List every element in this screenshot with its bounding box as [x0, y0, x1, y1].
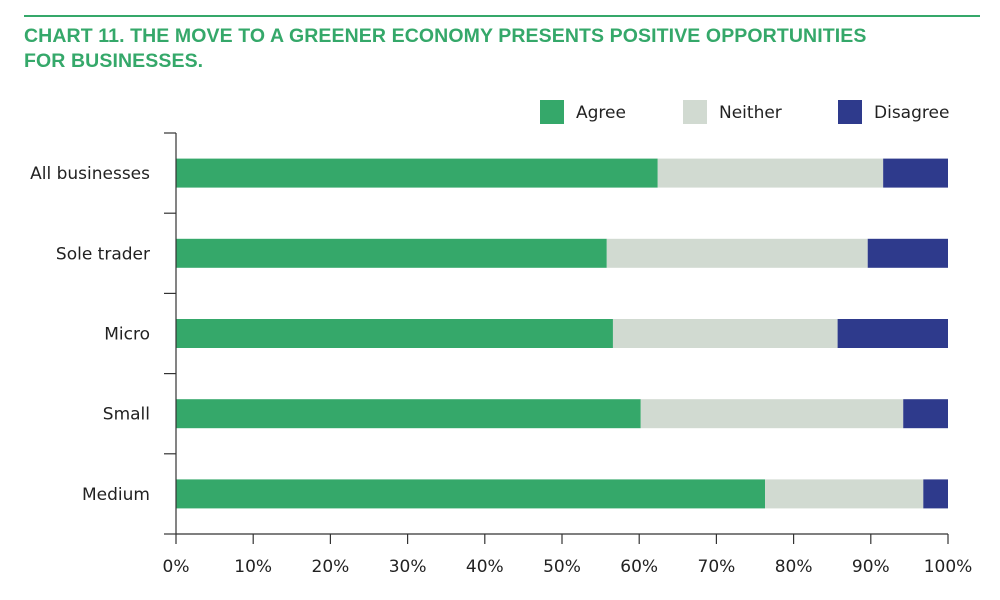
bars	[176, 158, 948, 509]
x-tick-label: 60%	[620, 557, 658, 577]
category-label: Micro	[104, 325, 150, 345]
bar-neither-small	[640, 399, 904, 429]
bar-agree-sole-trader	[176, 238, 607, 268]
axes	[164, 132, 949, 544]
x-tick-label: 90%	[852, 557, 890, 577]
x-tick-label: 80%	[775, 557, 813, 577]
bar-neither-micro	[612, 319, 838, 348]
category-label: Small	[103, 405, 150, 425]
legend-swatch-agree	[540, 100, 564, 124]
bar-disagree-medium	[923, 479, 948, 509]
x-tick-label: 0%	[163, 557, 190, 577]
legend-swatch-neither	[683, 100, 707, 124]
legend-label-neither: Neither	[719, 103, 782, 123]
legend-label-agree: Agree	[576, 103, 626, 123]
category-label: Medium	[82, 485, 150, 505]
x-tick-label: 50%	[543, 557, 581, 577]
bar-agree-medium	[176, 479, 766, 509]
bar-neither-medium	[765, 479, 924, 509]
x-tick-label: 10%	[234, 557, 272, 577]
legend-label-disagree: Disagree	[874, 103, 949, 123]
x-tick-label: 40%	[466, 557, 504, 577]
x-tick-label: 70%	[698, 557, 736, 577]
chart-title: CHART 11. THE MOVE TO A GREENER ECONOMY …	[24, 24, 924, 74]
x-tick-label: 30%	[389, 557, 427, 577]
category-label: All businesses	[30, 164, 150, 184]
bar-disagree-sole-trader	[867, 238, 948, 268]
bar-disagree-micro	[837, 319, 948, 348]
chart-title-line-2: FOR BUSINESSES.	[24, 50, 204, 72]
bar-neither-all-businesses	[657, 158, 884, 188]
x-tick-label: 20%	[312, 557, 350, 577]
category-label: Sole trader	[56, 244, 150, 264]
x-tick-label: 100%	[924, 557, 973, 577]
bar-agree-micro	[176, 319, 613, 348]
chart-title-line-1: CHART 11. THE MOVE TO A GREENER ECONOMY …	[24, 25, 867, 47]
top-rule	[24, 15, 980, 17]
bar-disagree-small	[903, 399, 948, 429]
legend-swatch-disagree	[838, 100, 862, 124]
category-labels: All businesses Sole trader Micro Small Mediu…	[30, 164, 150, 505]
legend: Agree Neither Disagree	[540, 100, 949, 124]
bar-neither-sole-trader	[606, 238, 868, 268]
bar-agree-all-businesses	[176, 158, 658, 188]
bar-agree-small	[176, 399, 641, 429]
tick-labels: 0% 10% 20% 30% 40% 50% 60% 70% 80% 90% 100%	[163, 557, 973, 577]
bar-disagree-all-businesses	[883, 158, 948, 188]
